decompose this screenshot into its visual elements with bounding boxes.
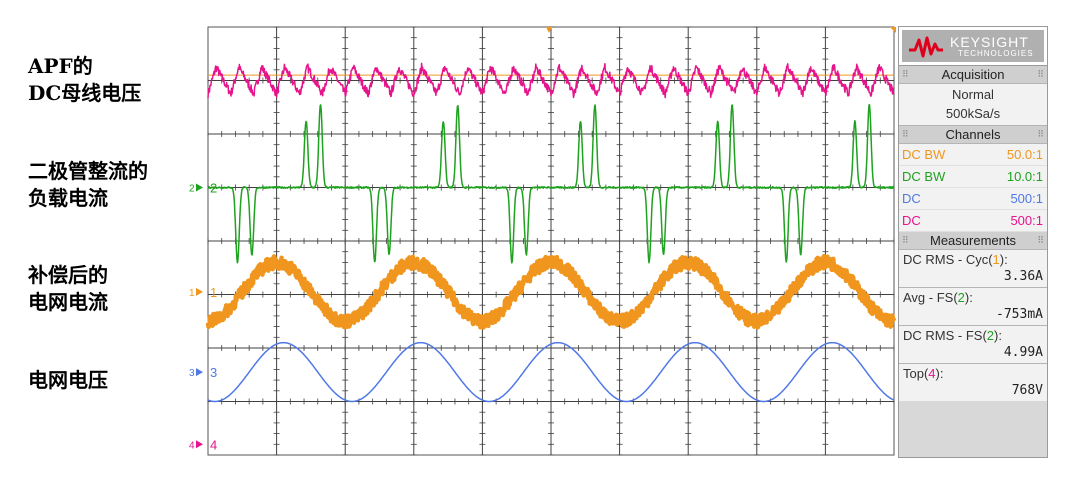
annotation-load-current: 二极管整流的 负载电流: [28, 158, 148, 212]
measurement-label: DC RMS - FS(2):: [903, 328, 1002, 343]
measurement-item-1[interactable]: DC RMS - Cyc(1): 3.36A: [899, 250, 1047, 288]
trace-channel-4: [207, 62, 895, 99]
logo-area: KEYSIGHT TECHNOLOGIES: [899, 27, 1047, 66]
channel-marker-arrow: [196, 368, 203, 377]
trigger-markers: [546, 27, 896, 33]
channel-probe: 500:1: [1010, 213, 1043, 228]
trace-channel-3: [207, 341, 895, 403]
grip-icon: ⠿: [902, 129, 909, 139]
channel-coupling: DC BW: [902, 147, 946, 162]
grip-icon: ⠿: [1037, 69, 1044, 79]
trigger-level-marker: [890, 27, 896, 33]
measurement-value: 4.99A: [1003, 345, 1043, 360]
channel-markers: 4 4 2 2 1 1 3 3: [189, 181, 217, 453]
channel-probe: 500:1: [1010, 191, 1043, 206]
trigger-position-marker: [546, 27, 552, 33]
logo-subtitle: TECHNOLOGIES: [958, 49, 1034, 58]
measurement-label: DC RMS - Cyc(1):: [903, 252, 1008, 267]
channel-row-4[interactable]: DC 500:1: [899, 210, 1047, 232]
measurement-label: Avg - FS(2):: [903, 290, 973, 305]
annotation-grid-current-line2: 电网电流: [28, 290, 108, 314]
acquisition-rate: 500kSa/s: [945, 106, 1001, 121]
channels-title: Channels: [945, 127, 1001, 142]
channel-coupling: DC: [902, 191, 921, 206]
keysight-wave-icon: [909, 36, 943, 58]
channel-row-1[interactable]: DC BW 50.0:1: [899, 144, 1047, 166]
channel-marker-number: 1: [189, 288, 195, 299]
annotation-grid-voltage-line1: 电网电压: [28, 368, 108, 392]
channel-marker-arrow: [196, 287, 203, 296]
grip-icon: ⠿: [1037, 235, 1044, 245]
measurement-value: 768V: [1011, 383, 1043, 398]
trace-channel-2: [207, 104, 895, 264]
annotation-load-current-line2: 负载电流: [28, 186, 108, 210]
channel-coupling: DC BW: [902, 169, 946, 184]
annotation-grid-current: 补偿后的 电网电流: [28, 262, 108, 316]
channel-coupling: DC: [902, 213, 921, 228]
channel-marker-number: 2: [189, 184, 195, 195]
side-panel: KEYSIGHT TECHNOLOGIES ⠿ Acquisition ⠿ No…: [898, 26, 1048, 458]
channel-marker-arrow: [196, 183, 203, 192]
channel-marker-label: 1: [210, 285, 217, 300]
channel-marker-label: 2: [210, 181, 217, 196]
grip-icon: ⠿: [902, 69, 909, 79]
annotation-dc-bus-line1: APF的: [28, 54, 93, 78]
acquisition-header[interactable]: ⠿ Acquisition ⠿: [899, 66, 1047, 84]
channel-marker-number: 3: [189, 368, 195, 379]
annotation-dc-bus: APF的 DC母线电压: [28, 53, 141, 107]
measurements-header[interactable]: ⠿ Measurements ⠿: [899, 232, 1047, 250]
measurement-item-2[interactable]: Avg - FS(2): -753mA: [899, 288, 1047, 326]
channel-marker-number: 4: [189, 440, 195, 451]
grip-icon: ⠿: [1037, 129, 1044, 139]
measurement-label: Top(4):: [903, 366, 944, 381]
channel-marker-label: 3: [210, 365, 217, 380]
annotation-load-current-line1: 二极管整流的: [28, 159, 148, 183]
measurements-title: Measurements: [930, 233, 1016, 248]
traces: [205, 62, 897, 403]
measurement-value: -753mA: [996, 307, 1043, 322]
channel-row-2[interactable]: DC BW 10.0:1: [899, 166, 1047, 188]
logo-badge: KEYSIGHT TECHNOLOGIES: [902, 30, 1044, 62]
annotation-dc-bus-line2: DC母线电压: [28, 81, 142, 105]
annotation-grid-voltage: 电网电压: [28, 367, 108, 394]
measurement-item-3[interactable]: DC RMS - FS(2): 4.99A: [899, 326, 1047, 364]
measurement-item-4[interactable]: Top(4): 768V: [899, 364, 1047, 401]
channels-header[interactable]: ⠿ Channels ⠿: [899, 126, 1047, 144]
acquisition-title: Acquisition: [941, 67, 1005, 82]
grip-icon: ⠿: [902, 235, 909, 245]
logo-brand: KEYSIGHT: [950, 34, 1029, 50]
trace-channel-1: [205, 253, 897, 330]
annotation-grid-current-line1: 补偿后的: [28, 263, 108, 287]
channel-probe: 50.0:1: [1006, 147, 1043, 162]
measurement-value: 3.36A: [1003, 269, 1043, 284]
channel-row-3[interactable]: DC 500:1: [899, 188, 1047, 210]
channel-probe: 10.0:1: [1006, 169, 1043, 184]
channel-marker-arrow: [196, 440, 203, 449]
acquisition-body: Normal 500kSa/s: [899, 84, 1047, 126]
acquisition-mode: Normal: [952, 87, 994, 102]
channel-marker-label: 4: [210, 437, 217, 452]
